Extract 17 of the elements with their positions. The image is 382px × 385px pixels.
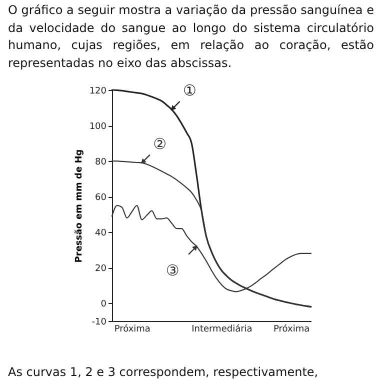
y-tick-label: 0 [100, 300, 107, 310]
y-axis-title: Pressão em mm de Hg [74, 149, 84, 263]
legend-label: ③ [166, 261, 180, 280]
series-label: ② [153, 134, 167, 153]
y-tick-label: 40 [95, 228, 107, 239]
y-tick-label: 80 [95, 158, 107, 168]
text: As curvas 1, 2 e 3 correspondem, respectivamente, [8, 365, 318, 379]
x-tick-label: Intermediária [192, 324, 252, 334]
y-tick-label: 20 [95, 264, 107, 274]
series-label: ① [182, 82, 196, 100]
x-tick-label: Próxima [274, 324, 310, 334]
y-tick-label: 60 [95, 193, 107, 204]
chart-title: O gráfico a seguir mostra a variação da pressão sanguínea e da velocidade do sangue ao longo do sistema circulatório humano, cujas regiões, em relação ao coração, estão representadas no eixo das abscissas. [8, 2, 374, 72]
y-tick-label: 120 [89, 86, 107, 96]
y-tick-label: 100 [89, 122, 107, 132]
x-tick-label: Próxima [114, 324, 150, 334]
y-tick-label: -10 [92, 318, 107, 328]
